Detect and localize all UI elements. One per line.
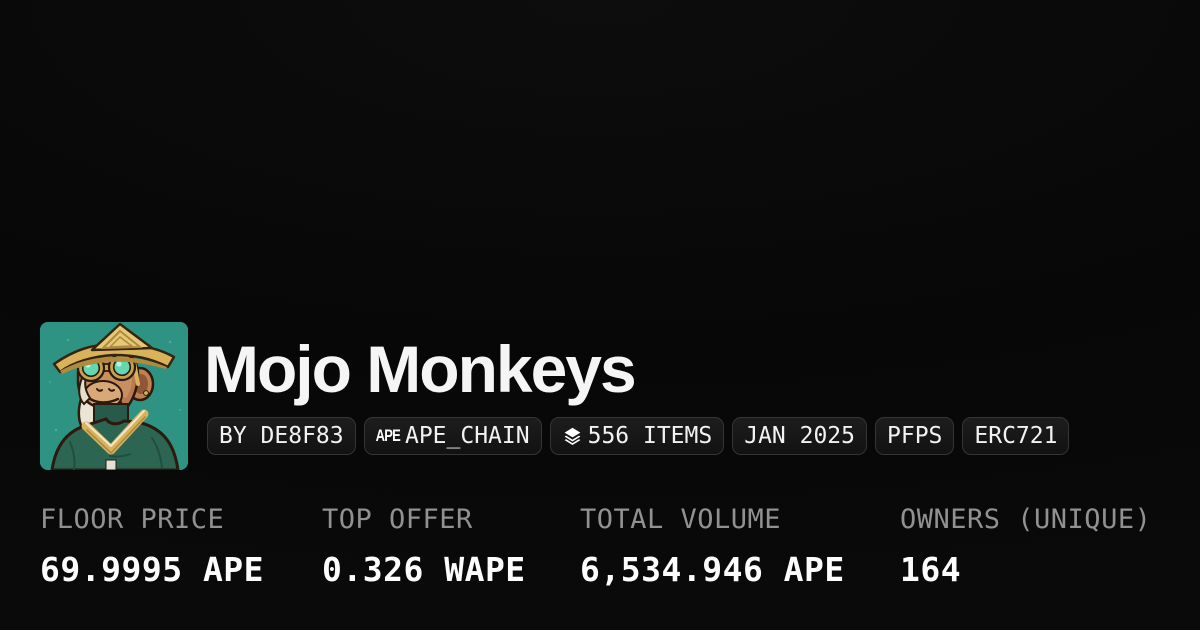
stat-total-volume-value: 6,534.946 APE: [580, 550, 845, 589]
badge-chain[interactable]: APE APE_CHAIN: [363, 417, 542, 455]
layers-icon: [562, 426, 583, 447]
monkey-mouth: [88, 397, 120, 404]
badge-chain-label: APE_CHAIN: [404, 423, 530, 449]
badge-creator[interactable]: BY DE8F83: [207, 417, 356, 455]
badge-creator-label: BY DE8F83: [219, 423, 344, 449]
stat-owners-unique-value: 164: [900, 550, 962, 589]
stat-top-offer-label: TOP OFFER: [322, 504, 473, 535]
stat-floor-price-value: 69.9995 APE: [40, 550, 265, 589]
badge-category[interactable]: PFPS: [875, 417, 955, 455]
apechain-icon: APE: [375, 426, 401, 445]
monkey-sideburn: [78, 377, 92, 406]
badge-token-standard[interactable]: ERC721: [962, 417, 1070, 455]
badge-items[interactable]: 556 ITEMS: [549, 417, 725, 455]
vneck-trim: [81, 409, 149, 455]
background-speckles: [49, 338, 181, 442]
stat-top-offer: TOP OFFER 0.326 WAPE: [322, 506, 526, 586]
badge-category-label: PFPS: [887, 423, 943, 449]
pyramid-hat: [52, 322, 176, 374]
badge-row: BY DE8F83 APE APE_CHAIN 556 ITEMS JAN 20…: [207, 417, 1070, 455]
stat-total-volume: TOTAL VOLUME 6,534.946 APE: [580, 506, 845, 586]
shirt-tag: [105, 459, 117, 470]
stat-owners-unique-label: OWNERS (UNIQUE): [900, 504, 1152, 535]
monkey-nostrils: [96, 388, 115, 392]
stat-top-offer-value: 0.326 WAPE: [322, 550, 526, 589]
badge-created-date-label: JAN 2025: [744, 423, 855, 449]
monkey-avatar-art: [40, 322, 188, 470]
badge-created-date[interactable]: JAN 2025: [732, 417, 867, 455]
stat-owners-unique: OWNERS (UNIQUE) 164: [900, 506, 1151, 586]
badge-token-standard-label: ERC721: [974, 423, 1058, 449]
stat-floor-price: FLOOR PRICE 69.9995 APE: [40, 506, 264, 586]
collection-avatar: [40, 322, 188, 470]
stat-total-volume-label: TOTAL VOLUME: [580, 504, 782, 535]
page-title: Mojo Monkeys: [204, 332, 637, 406]
stat-floor-price-label: FLOOR PRICE: [40, 504, 225, 535]
badge-items-label: 556 ITEMS: [587, 423, 713, 449]
